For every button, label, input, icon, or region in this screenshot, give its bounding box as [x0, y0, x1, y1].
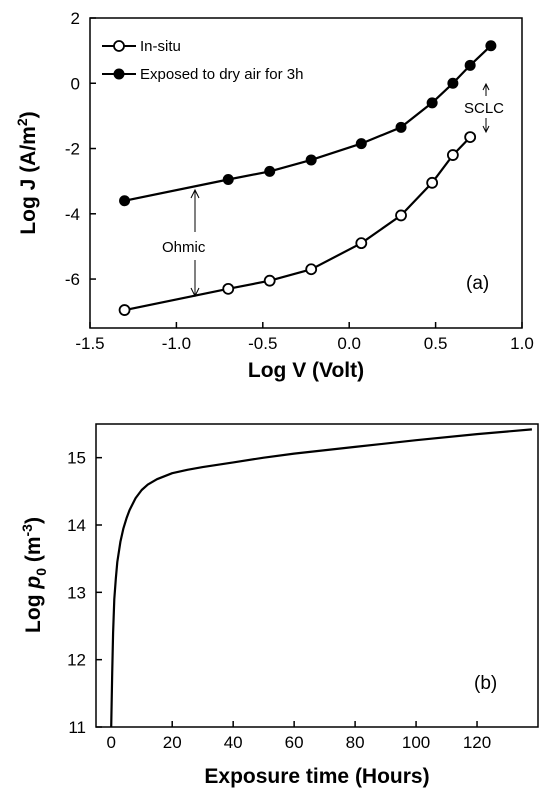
a-point-1	[426, 97, 438, 109]
b-x-tick-label: 40	[224, 733, 243, 752]
sclc-arrowhead-down	[482, 125, 490, 134]
a-point-1	[119, 195, 131, 207]
a-x-tick-label: 0.5	[424, 334, 448, 353]
series-group-b	[110, 428, 532, 728]
axis-ticks-b: 0 20 40 60 80 100 120 11 12 13 14 15	[67, 449, 491, 752]
panel-label-a: (a)	[466, 273, 489, 294]
b-y-tick-label: 13	[67, 583, 86, 602]
a-point-0	[426, 176, 439, 189]
y-axis-label-a: Log J (A/m2)	[14, 111, 40, 234]
plot-frame-b	[95, 423, 539, 728]
ohmic-annotation: Ohmic	[162, 188, 206, 298]
panel-label-b: (b)	[474, 673, 497, 694]
b-x-tick-label: 20	[163, 733, 182, 752]
b-y-tick-label: 15	[67, 449, 86, 468]
b-y-tick-label: 12	[67, 651, 86, 670]
series-group-a	[118, 40, 497, 316]
legend-label-exposed: Exposed to dry air for 3h	[140, 66, 303, 83]
x-axis-label-b: Exposure time (Hours)	[204, 765, 429, 788]
b-series-line-0	[110, 428, 532, 728]
a-x-tick-label: -1.5	[75, 334, 104, 353]
plot-frame-a	[89, 17, 523, 329]
legend-marker-in-situ	[113, 40, 125, 52]
a-point-0	[464, 131, 477, 144]
b-y-tick-label: 14	[67, 516, 86, 535]
a-point-1	[464, 59, 476, 71]
a-point-0	[355, 237, 368, 250]
a-point-0	[263, 274, 276, 287]
a-y-tick-label: 2	[71, 9, 80, 28]
a-x-tick-label: 1.0	[510, 334, 534, 353]
b-x-tick-label: 100	[402, 733, 430, 752]
legend: In-situ Exposed to dry air for 3h	[102, 38, 303, 83]
ohmic-label: Ohmic	[162, 239, 206, 256]
a-point-0	[222, 282, 235, 295]
sclc-arrowhead-up	[482, 82, 490, 91]
ohmic-arrowhead-up	[190, 188, 200, 199]
sclc-annotation: SCLC	[464, 82, 504, 134]
a-x-tick-label: 0.0	[337, 334, 361, 353]
a-point-0	[118, 304, 131, 316]
a-point-0	[305, 263, 318, 276]
legend-label-in-situ: In-situ	[140, 38, 181, 55]
b-x-tick-label: 80	[346, 733, 365, 752]
a-point-1	[485, 40, 497, 52]
a-point-1	[355, 138, 367, 150]
b-y-tick-label: 11	[68, 718, 86, 737]
a-point-0	[395, 209, 407, 222]
a-y-tick-label: -4	[65, 205, 80, 224]
b-x-tick-label: 60	[285, 733, 304, 752]
b-x-tick-label: 120	[463, 733, 491, 752]
a-y-tick-label: -2	[65, 140, 80, 159]
a-point-0	[446, 149, 459, 161]
axis-ticks-a: -1.5 -1.0 -0.5 0.0 0.5 1.0 -6 -4 -2 0 2	[65, 9, 534, 353]
y-axis-label-b: Log p0 (m-3)	[19, 517, 49, 633]
a-y-tick-label: 0	[71, 74, 80, 93]
a-x-tick-label: -1.0	[162, 334, 191, 353]
b-x-tick-label: 0	[107, 733, 116, 752]
panel-a: -1.5 -1.0 -0.5 0.0 0.5 1.0 -6 -4 -2 0 2 In-situ Ex…	[14, 9, 534, 382]
a-point-1	[264, 165, 276, 177]
legend-marker-exposed	[113, 68, 125, 80]
a-point-1	[395, 121, 407, 133]
x-axis-label-a: Log V (Volt)	[248, 359, 364, 382]
a-point-1	[222, 174, 234, 186]
panel-b: 0 20 40 60 80 100 120 11 12 13 14 15 (b) Exposure t…	[19, 423, 539, 788]
a-point-1	[305, 154, 317, 166]
ohmic-arrowhead-down	[190, 287, 200, 298]
a-point-1	[447, 77, 459, 89]
a-series-line-1	[124, 44, 492, 202]
a-y-tick-label: -6	[65, 270, 80, 289]
sclc-label: SCLC	[464, 100, 504, 117]
a-x-tick-label: -0.5	[248, 334, 277, 353]
